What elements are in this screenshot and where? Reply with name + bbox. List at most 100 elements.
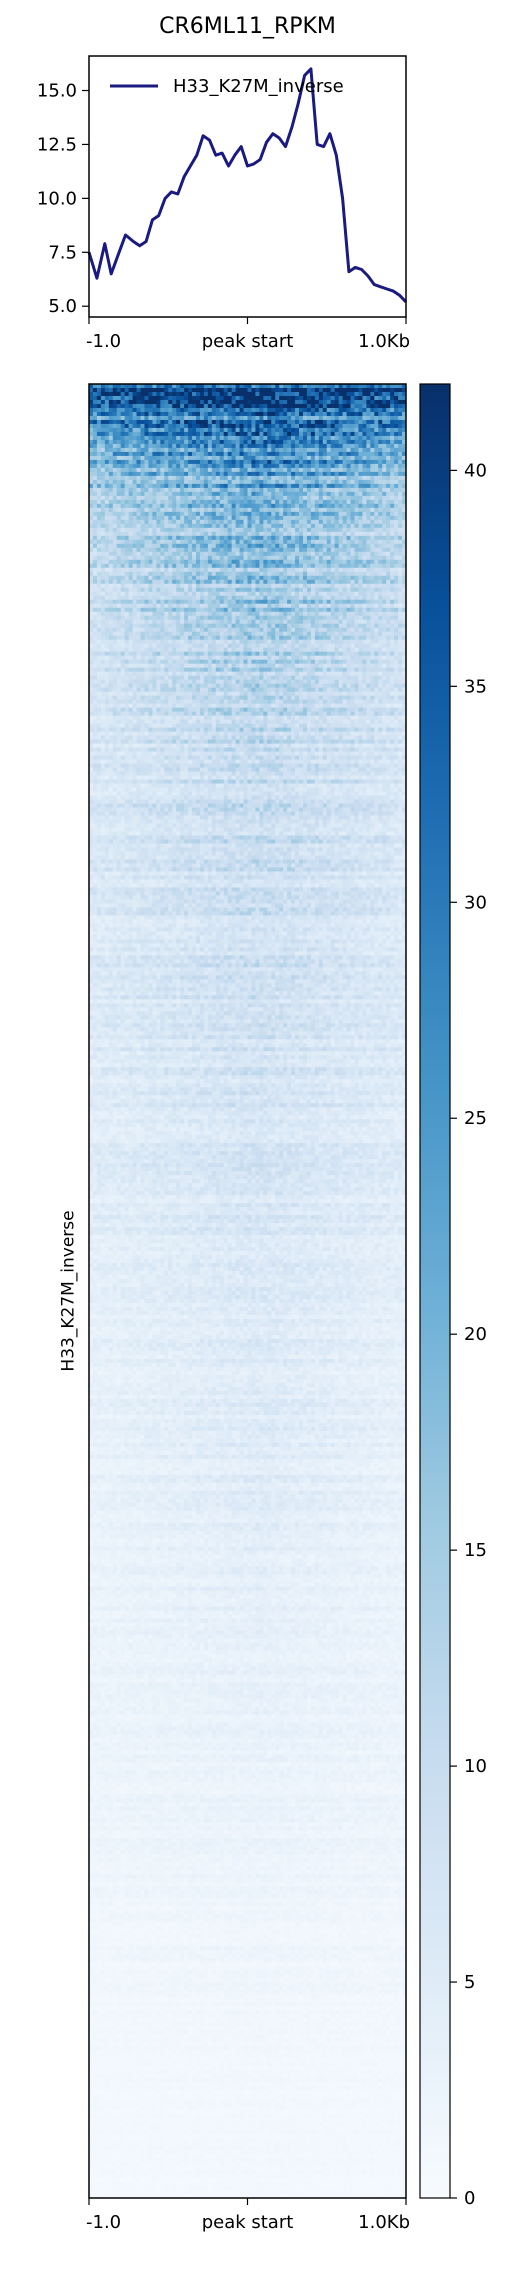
- heatmap-cell: [207, 551, 213, 557]
- heatmap-cell: [267, 571, 272, 577]
- heatmap-cell: [370, 403, 375, 409]
- heatmap-cell: [120, 587, 126, 593]
- heatmap-cell: [203, 563, 209, 569]
- heatmap-cell: [251, 571, 256, 577]
- heatmap-cell: [302, 499, 308, 505]
- heatmap-cell: [152, 471, 157, 477]
- heatmap-cell: [386, 587, 391, 593]
- heatmap-cell: [374, 547, 379, 553]
- heatmap-cell: [362, 511, 367, 517]
- heatmap-cell: [192, 479, 197, 485]
- heatmap-cell: [96, 451, 102, 457]
- heatmap-cell: [275, 427, 280, 433]
- heatmap-cell: [116, 475, 122, 481]
- heatmap-cell: [180, 487, 185, 493]
- heatmap-cell: [247, 471, 252, 477]
- heatmap-cell: [259, 535, 264, 541]
- heatmap-cell: [322, 619, 328, 625]
- heatmap-cell: [346, 607, 351, 613]
- heatmap-cell: [275, 439, 280, 445]
- heatmap-cell: [247, 575, 252, 581]
- heatmap-cell: [354, 511, 359, 517]
- heatmap-cell: [398, 491, 403, 497]
- heatmap-cell: [192, 591, 197, 597]
- heatmap-cell: [227, 411, 233, 417]
- heatmap-cell: [370, 415, 375, 421]
- heatmap-cell: [235, 388, 240, 393]
- heatmap-cell: [374, 423, 379, 429]
- heatmap-cell: [310, 547, 316, 553]
- heatmap-cell: [314, 475, 320, 481]
- heatmap-cell: [144, 455, 149, 461]
- heatmap-cell: [223, 543, 229, 549]
- heatmap-cell: [279, 395, 284, 401]
- heatmap-cell: [398, 463, 403, 469]
- heatmap-cell: [295, 391, 300, 397]
- heatmap-cell: [108, 583, 114, 589]
- heatmap-cell: [390, 483, 395, 489]
- heatmap-cell: [358, 615, 363, 621]
- heatmap-cell: [299, 551, 304, 557]
- heatmap-cell: [259, 423, 264, 429]
- heatmap-cell: [180, 531, 185, 537]
- heatmap-cell: [318, 607, 324, 613]
- heatmap-cell: [374, 467, 379, 473]
- heatmap-cell: [124, 463, 130, 469]
- heatmap-cell: [207, 479, 213, 485]
- heatmap-cell: [92, 439, 98, 445]
- heatmap-cell: [207, 455, 213, 461]
- heatmap-cell: [267, 423, 272, 429]
- heatmap-cell: [124, 611, 130, 617]
- heatmap-cell: [318, 547, 324, 553]
- heatmap-cell: [203, 499, 209, 505]
- heatmap-cell: [112, 531, 118, 537]
- heatmap-cell: [402, 575, 407, 581]
- heatmap-cell: [259, 427, 264, 433]
- heatmap-cell: [152, 539, 157, 545]
- heatmap-cell: [199, 487, 205, 493]
- heatmap-cell: [172, 407, 177, 413]
- heatmap-cell: [144, 507, 149, 513]
- heatmap-cell: [180, 399, 185, 405]
- heatmap-cell: [402, 603, 407, 609]
- heatmap-cell: [287, 487, 292, 493]
- heatmap-cell: [132, 595, 137, 601]
- heatmap-cell: [302, 391, 308, 397]
- heatmap-cell: [199, 495, 205, 501]
- heatmap-cell: [128, 471, 133, 477]
- heatmap-cell: [124, 435, 130, 441]
- heatmap-cell: [243, 567, 248, 573]
- heatmap-row: [89, 547, 407, 553]
- heatmap-cell: [227, 527, 233, 533]
- heatmap-cell: [291, 531, 296, 537]
- heatmap-cell: [326, 527, 332, 533]
- heatmap-cell: [152, 479, 157, 485]
- heatmap-cell: [310, 463, 316, 469]
- heatmap-cell: [112, 483, 118, 489]
- heatmap-cell: [128, 571, 133, 577]
- heatmap-cell: [283, 415, 288, 421]
- heatmap-cell: [310, 523, 316, 529]
- heatmap-cell: [283, 411, 288, 417]
- heatmap-cell: [283, 591, 288, 597]
- heatmap-cell: [279, 547, 284, 553]
- heatmap-cell: [255, 471, 260, 477]
- heatmap-cell: [350, 527, 355, 533]
- heatmap-cell: [354, 435, 359, 441]
- heatmap-cell: [192, 551, 197, 557]
- heatmap-cell: [124, 523, 130, 529]
- heatmap-cell: [326, 587, 332, 593]
- heatmap-cell: [184, 419, 189, 425]
- heatmap-cell: [350, 499, 355, 505]
- heatmap-cell: [346, 619, 351, 625]
- heatmap-cell: [195, 507, 201, 513]
- heatmap-cell: [362, 543, 367, 549]
- heatmap-cell: [215, 531, 221, 537]
- heatmap-cell: [89, 411, 94, 417]
- heatmap-cell: [188, 527, 193, 533]
- heatmap-cell: [215, 571, 221, 577]
- heatmap-cell: [342, 463, 347, 469]
- heatmap-row: [89, 407, 407, 413]
- heatmap-cell: [120, 411, 126, 417]
- heatmap-cell: [394, 391, 399, 397]
